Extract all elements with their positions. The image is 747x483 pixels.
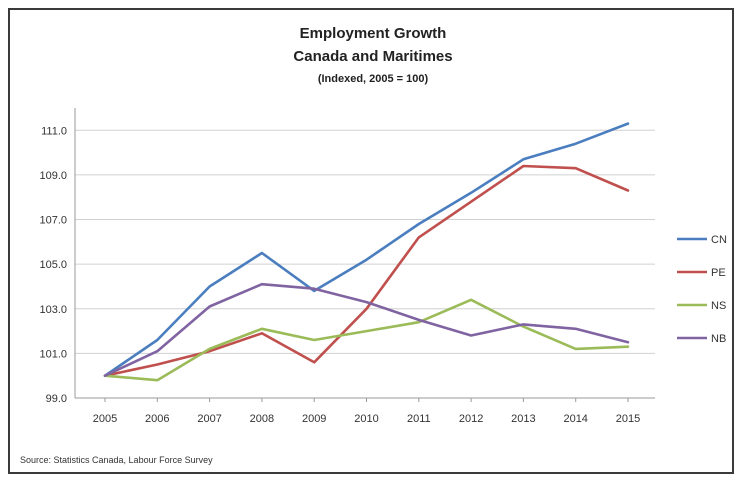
axes [74,108,655,399]
x-tick-label: 2006 [145,413,169,425]
x-tick-label: 2015 [616,413,640,425]
chart-subtitle: (Indexed, 2005 = 100) [318,73,429,85]
x-tick-label: 2012 [459,413,483,425]
y-tick-label: 105.0 [39,259,67,271]
x-axis-ticks: 2005 2006 2007 2008 2009 2010 2011 2012 2013 2014… [93,398,640,425]
series-line-pe [103,164,630,378]
legend-label-pe: PE [711,267,726,279]
x-tick-label: 2008 [250,413,274,425]
series-line-nb [103,282,630,378]
series-line-cn [103,122,630,378]
x-tick-label: 2013 [511,413,535,425]
x-tick-label: 2007 [197,413,221,425]
y-tick-label: 103.0 [39,304,67,316]
gridlines [75,129,655,354]
x-tick-label: 2011 [407,413,431,425]
x-tick-label: 2009 [302,413,326,425]
source-note: Source: Statistics Canada, Labour Force … [20,455,213,465]
chart-frame [8,8,734,474]
series-line-ns [103,298,630,382]
chart-title-line-2: Canada and Maritimes [293,48,452,65]
x-tick-label: 2010 [354,413,378,425]
legend-label-cn: CN [711,234,727,246]
chart-title-line-1: Employment Growth [300,25,447,42]
y-tick-label: 109.0 [39,170,67,182]
legend: CN PE NS NB [677,234,727,345]
x-tick-label: 2014 [563,413,587,425]
y-tick-label: 99.0 [46,393,67,405]
x-tick-label: 2005 [93,413,117,425]
y-tick-label: 101.0 [39,348,67,360]
legend-label-nb: NB [711,333,726,345]
y-tick-label: 107.0 [39,215,67,227]
y-tick-label: 111.0 [41,125,67,137]
legend-label-ns: NS [711,300,726,312]
series-lines [103,122,630,382]
y-axis-ticks: 99.0 101.0 103.0 105.0 107.0 109.0 111.0 [39,125,67,405]
